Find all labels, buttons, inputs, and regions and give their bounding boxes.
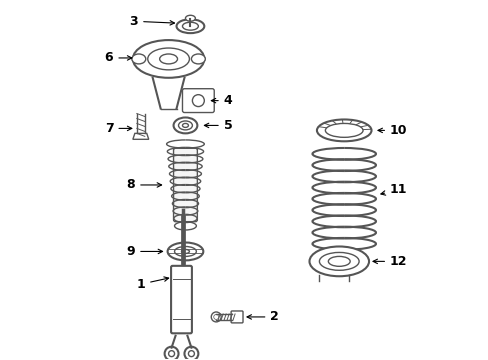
FancyBboxPatch shape [173,148,197,222]
Polygon shape [133,133,148,139]
Ellipse shape [176,19,204,33]
Text: 10: 10 [377,124,407,137]
Text: 9: 9 [126,245,162,258]
Circle shape [192,95,204,107]
Text: 5: 5 [204,119,232,132]
Text: 11: 11 [380,184,407,197]
Circle shape [188,351,194,357]
Ellipse shape [174,247,196,256]
Text: 7: 7 [104,122,132,135]
Ellipse shape [316,120,371,141]
Ellipse shape [182,123,188,127]
Text: 4: 4 [211,94,232,107]
Circle shape [213,314,218,319]
FancyBboxPatch shape [182,89,214,113]
Ellipse shape [191,54,205,64]
Ellipse shape [133,40,204,78]
Ellipse shape [182,22,198,30]
Ellipse shape [173,117,197,133]
Text: 6: 6 [104,51,132,64]
Text: 1: 1 [136,277,168,291]
Circle shape [168,351,174,357]
Ellipse shape [325,123,362,137]
Ellipse shape [132,54,145,64]
Ellipse shape [309,247,368,276]
Ellipse shape [181,249,189,253]
Ellipse shape [160,54,177,64]
Text: 2: 2 [246,310,279,323]
Ellipse shape [327,256,349,266]
Circle shape [164,347,178,360]
FancyBboxPatch shape [171,266,191,333]
Circle shape [184,347,198,360]
Ellipse shape [167,243,203,260]
Ellipse shape [319,252,358,270]
Text: 12: 12 [372,255,407,268]
Ellipse shape [178,121,192,130]
Text: 8: 8 [126,179,161,192]
FancyBboxPatch shape [231,311,243,323]
Text: 3: 3 [129,15,174,28]
Circle shape [211,312,221,322]
Ellipse shape [185,15,195,21]
Ellipse shape [147,48,189,70]
